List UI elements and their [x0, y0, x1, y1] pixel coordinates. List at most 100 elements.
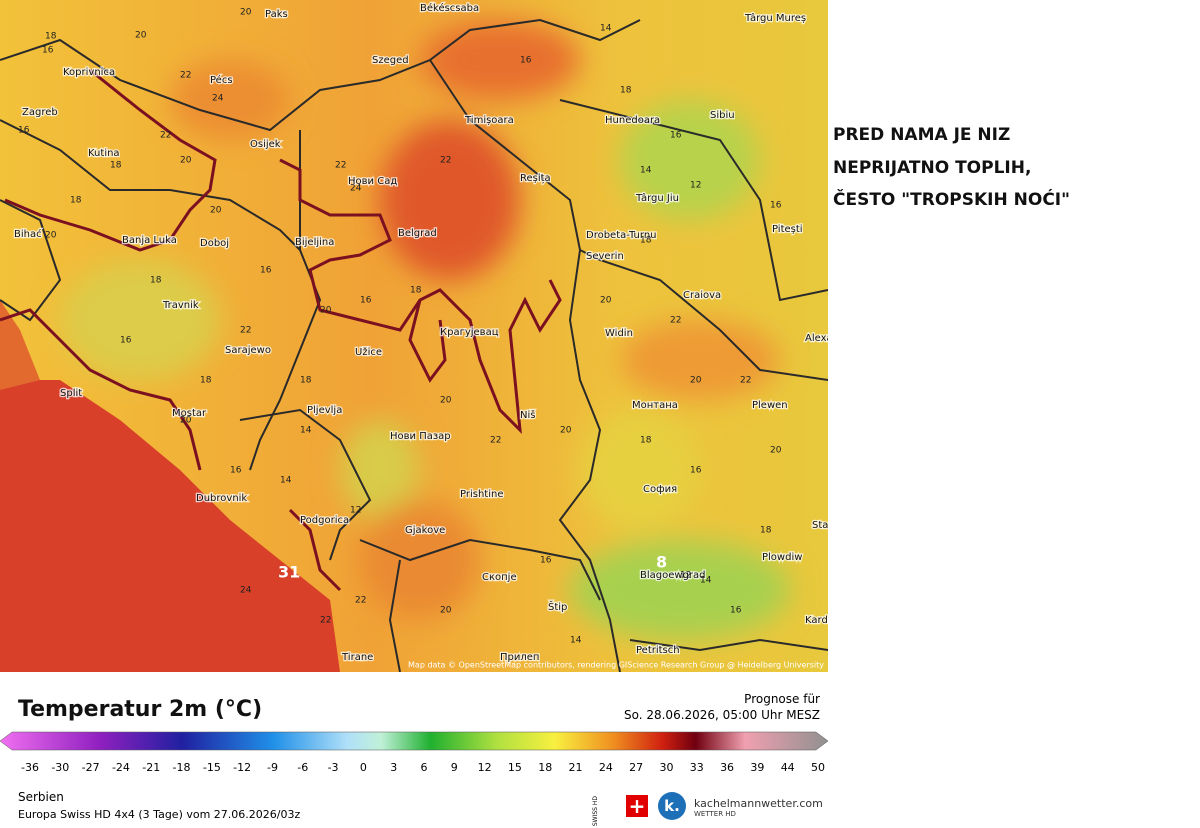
temperature-label: 22 — [320, 616, 331, 626]
brand-logo: k. — [658, 792, 686, 820]
city-label: Plewen — [752, 400, 788, 411]
region: Serbien — [18, 790, 64, 804]
city-label: Sibiu — [710, 110, 735, 121]
temperature-label: 14 — [280, 476, 292, 486]
temperature-label: 18 — [410, 286, 422, 296]
city-label: Прилеп — [500, 652, 539, 663]
forecast-time: So. 28.06.2026, 05:00 Uhr MESZ — [623, 708, 820, 722]
swiss-hd: SWISS HD — [592, 796, 599, 827]
city-label: Dubrovnik — [196, 493, 247, 504]
temperature-label: 16 — [540, 556, 552, 566]
temperature-label: 12 — [680, 571, 691, 581]
city-label: Split — [60, 388, 82, 399]
temperature-label: 8 — [656, 553, 667, 572]
temperature-label: 20 — [210, 206, 222, 216]
temperature-label: 22 — [335, 161, 346, 171]
temperature-label: 22 — [355, 596, 366, 606]
scale-label: 12 — [478, 761, 492, 774]
scale-label: 36 — [720, 761, 734, 774]
attribution: Map data © OpenStreetMap contributors, r… — [408, 661, 824, 670]
city-label: Koprivnica — [63, 67, 115, 78]
scale-label: 30 — [659, 761, 673, 774]
temperature-label: 16 — [670, 131, 682, 141]
city-label: Pitești — [772, 224, 803, 235]
city-label: Bijeljina — [295, 237, 334, 248]
city-label: Крагујевац — [440, 326, 499, 338]
city-label: Travnik — [162, 300, 199, 311]
temperature-label: 18 — [300, 376, 312, 386]
annotation-line: NEPRIJATNO TOPLIH, — [833, 158, 1032, 178]
annotation-line: PRED NAMA JE NIZ — [833, 125, 1011, 145]
temperature-label: 18 — [200, 376, 212, 386]
city-label: Kutina — [88, 148, 120, 159]
brand-sub: WETTER HD — [694, 810, 736, 818]
temperature-label: 18 — [45, 32, 57, 42]
scale-label: 44 — [781, 761, 795, 774]
temperature-label: 24 — [212, 94, 224, 104]
city-label: Banja Luka — [122, 235, 177, 246]
temperature-label: 16 — [230, 466, 242, 476]
scale-label: -15 — [203, 761, 221, 774]
city-label: Békéscsaba — [420, 2, 479, 14]
temperature-label: 20 — [180, 156, 192, 166]
temperature-label: 20 — [440, 606, 452, 616]
temperature-label: 16 — [120, 336, 132, 346]
temperature-label: 22 — [490, 436, 501, 446]
temperature-label: 12 — [690, 181, 701, 191]
temperature-label: 22 — [160, 131, 171, 141]
temperature-label: 20 — [135, 31, 147, 41]
temperature-label: 20 — [770, 446, 782, 456]
scale-label: 39 — [750, 761, 764, 774]
city-label: Štip — [548, 600, 567, 613]
temperature-label: 20 — [240, 8, 252, 18]
scale-label: 50 — [811, 761, 825, 774]
temperature-label: 20 — [600, 296, 612, 306]
scale-label: 6 — [421, 761, 428, 774]
temperature-label: 22 — [440, 156, 451, 166]
scale-label: -9 — [267, 761, 278, 774]
city-label: Severin — [586, 251, 624, 262]
scale-label: -21 — [142, 761, 160, 774]
temperature-label: 24 — [350, 184, 362, 194]
city-label: Paks — [265, 9, 288, 20]
city-label: Stara — [812, 520, 828, 531]
temperature-label: 18 — [640, 436, 652, 446]
temperature-label: 20 — [560, 426, 572, 436]
city-label: Târgu Jiu — [635, 192, 679, 204]
temperature-label: 18 — [620, 86, 632, 96]
temperature-label: 18 — [70, 196, 82, 206]
city-label: Petritsch — [636, 645, 680, 656]
temperature-label: 16 — [18, 126, 30, 136]
scale-label: 0 — [360, 761, 367, 774]
model: Europa Swiss HD 4x4 (3 Tage) vom 27.06.2… — [18, 808, 301, 821]
city-label: Pécs — [210, 74, 233, 86]
city-label: София — [643, 484, 677, 495]
temperature-label: 14 — [570, 636, 582, 646]
city-label: Alexandria — [805, 333, 828, 344]
scale-label: -12 — [233, 761, 251, 774]
city-label: Нови Пазар — [390, 431, 451, 442]
city-label: Sarajewo — [225, 345, 271, 356]
temperature-label: 18 — [150, 276, 162, 286]
scale-label: -3 — [328, 761, 339, 774]
temperature-label: 22 — [740, 376, 751, 386]
city-label: Craiova — [683, 290, 721, 301]
city-label: Plowdiw — [762, 552, 802, 563]
temperature-label: 16 — [520, 56, 532, 66]
city-label: Pljevlja — [307, 405, 342, 416]
forecast-label: Prognose für — [744, 692, 820, 706]
city-label: Podgorica — [300, 515, 349, 526]
city-label: Hunedoara — [605, 115, 660, 126]
city-label: Reșița — [520, 173, 551, 184]
city-label: Szeged — [372, 55, 409, 66]
city-label: Монтана — [632, 400, 678, 411]
temperature-label: 16 — [730, 606, 742, 616]
scale-label: 9 — [451, 761, 458, 774]
temperature-label: 20 — [180, 416, 192, 426]
swiss-flag: + — [626, 795, 648, 817]
city-label: Drobeta-Turnu — [586, 230, 657, 241]
temperature-label: 22 — [180, 71, 191, 81]
annotation-line: ČESTO "TROPSKIH NOĆI" — [833, 190, 1070, 210]
city-label: Нови Сад — [348, 176, 397, 187]
